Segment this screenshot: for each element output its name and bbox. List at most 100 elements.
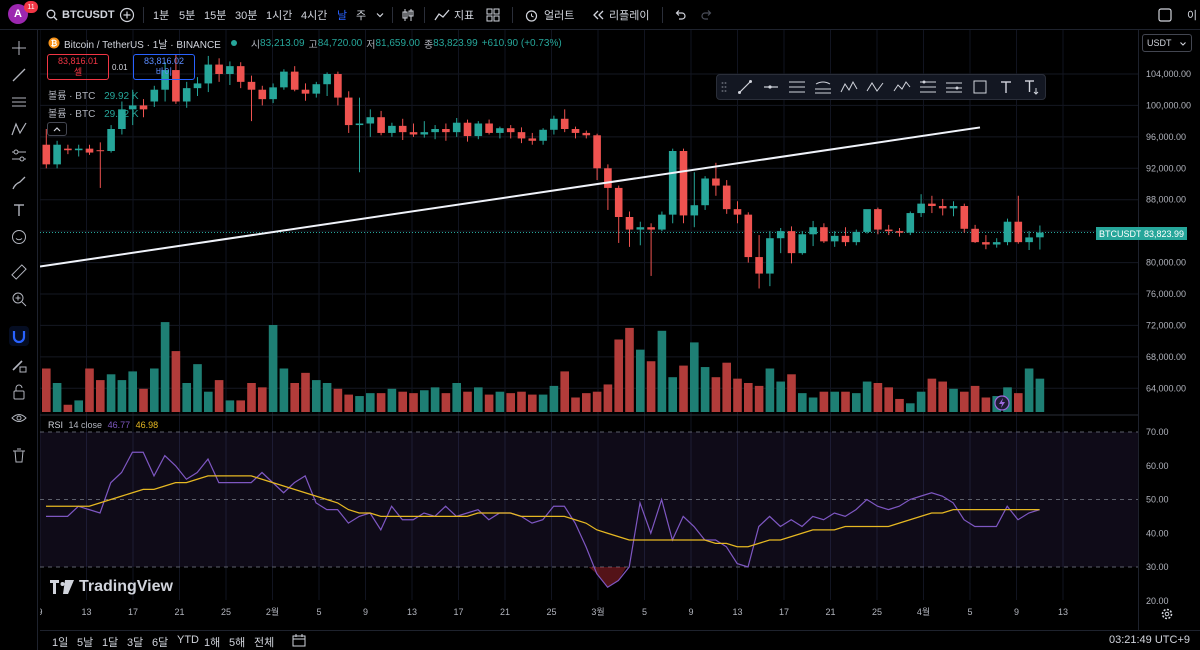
range-5d[interactable]: 5날 [77,637,94,649]
text-draw-button[interactable] [993,76,1019,98]
wave-pattern-button[interactable] [888,76,914,98]
clock[interactable]: 03:21:49 UTC+9 [1108,634,1190,646]
compare-symbol-button[interactable] [119,0,135,30]
volume-bar [463,391,472,412]
fullscreen-button[interactable] [1158,0,1172,30]
layout-button[interactable] [486,0,500,30]
magnet-tool[interactable] [9,326,29,346]
interval-4h[interactable]: 4시간 [301,10,328,22]
fib-extension-button[interactable] [941,76,967,98]
horizontal-lines-tool[interactable] [9,92,29,112]
interval-5m[interactable]: 5분 [179,10,196,22]
undo-button[interactable] [673,0,687,30]
volume-bar [117,380,127,412]
fib-retracement-button[interactable] [915,76,941,98]
interval-week[interactable]: 주 [356,10,367,22]
candle-body [722,185,731,210]
candle-body [64,148,72,151]
candle [895,228,904,237]
rectangle-button[interactable] [967,76,993,98]
legend-title[interactable]: Bitcoin / TetherUS · 1날 · BINANCE [64,39,221,51]
volume-bar [430,387,440,412]
redo-button[interactable] [700,0,714,30]
lock-tool[interactable] [9,382,29,402]
replay-button[interactable]: 리플레이 [591,0,649,30]
candle [74,144,83,157]
pattern-tool[interactable] [9,119,29,139]
trendline-tool[interactable] [9,65,29,85]
regression-channel-button[interactable] [810,76,836,98]
draw-lock-tool[interactable] [9,355,29,375]
tradingview-logo[interactable]: TradingView [50,578,173,596]
interval-day[interactable]: 날 [337,10,348,22]
text-tool[interactable] [9,200,29,220]
trendline-draw-button[interactable] [732,76,758,98]
range-3m[interactable]: 3달 [127,637,144,649]
user-avatar[interactable]: A [8,4,28,24]
interval-1m[interactable]: 1분 [153,10,170,22]
candle-body [863,209,871,232]
candle-body [658,214,666,230]
delete-drawings-tool[interactable] [9,445,29,465]
range-5y[interactable]: 5해 [229,637,246,649]
horizontal-ray-button[interactable] [758,76,784,98]
fib-tool[interactable] [9,146,29,166]
window-icon [1158,8,1172,22]
visibility-tool[interactable] [9,408,29,428]
text-anchor-button[interactable] [1019,76,1045,98]
candle [614,185,623,243]
currency-selector[interactable]: USDT [1142,34,1192,52]
indicators-button[interactable]: 지표 [434,0,474,30]
range-all[interactable]: 전체 [254,637,275,649]
volume-legend-2[interactable]: 볼륨 · BTC 29.92 K [48,105,139,120]
range-1d[interactable]: 1일 [52,637,69,649]
zoom-tool[interactable] [9,289,29,309]
candle-body [1014,221,1023,243]
interval-1h[interactable]: 1시간 [266,10,293,22]
volume-bar [592,391,602,412]
volume-bar [873,383,883,412]
volume-bar [268,325,278,412]
range-ytd[interactable]: YTD [177,634,199,646]
price-chart[interactable]: 9 13 17 21 25 2월 5 9 13 17 21 25 3월 5 9 13 17 21 25 4월 5 9 13 [40,30,1138,630]
volume-legend-1[interactable]: 볼륨 · BTC 29.92 K [48,87,139,102]
volume-bar [258,387,267,412]
volume-bar [571,397,580,412]
crosshair-tool[interactable] [9,38,29,58]
candle [139,99,148,118]
candle [485,119,493,135]
chart-settings-button[interactable] [1160,607,1174,624]
sell-button[interactable]: 83,816.01 셀 [47,54,109,80]
brush-tool[interactable] [9,173,29,193]
candle [776,228,785,254]
range-1y[interactable]: 1해 [204,637,221,649]
price-axis-label: 80,000.00 [1146,258,1186,268]
volume-bar [139,388,148,412]
ruler-tool[interactable] [9,262,29,282]
pencil-lock-icon [12,360,27,373]
chart-type-button[interactable] [400,0,416,30]
rsi-legend[interactable]: RSI 14 close 46.77 46.98 [48,420,158,430]
range-6m[interactable]: 6달 [152,637,169,649]
drag-handle[interactable] [717,76,732,98]
candle-body [323,74,331,85]
emoji-tool[interactable] [9,227,29,247]
candle-body [377,117,385,133]
candle-body [733,209,742,215]
volume-bar [387,388,397,412]
volume-bar [538,394,548,412]
interval-dropdown[interactable] [375,0,385,30]
interval-30m[interactable]: 30분 [235,10,258,22]
parallel-channel-button[interactable] [784,76,810,98]
price-axis[interactable] [1138,30,1200,630]
interval-15m[interactable]: 15분 [204,10,227,22]
goto-date-button[interactable] [292,634,306,650]
pattern-draw-button[interactable] [836,76,862,98]
symbol-search[interactable]: BTCUSDT [46,0,115,30]
volume-bar [625,327,634,412]
range-1m[interactable]: 1달 [102,637,119,649]
collapse-legend-button[interactable] [47,122,67,136]
alert-button[interactable]: 얼러트 [524,0,574,30]
abc-pattern-button[interactable] [862,76,888,98]
buy-button[interactable]: 83,816.02 바이 [133,54,195,80]
